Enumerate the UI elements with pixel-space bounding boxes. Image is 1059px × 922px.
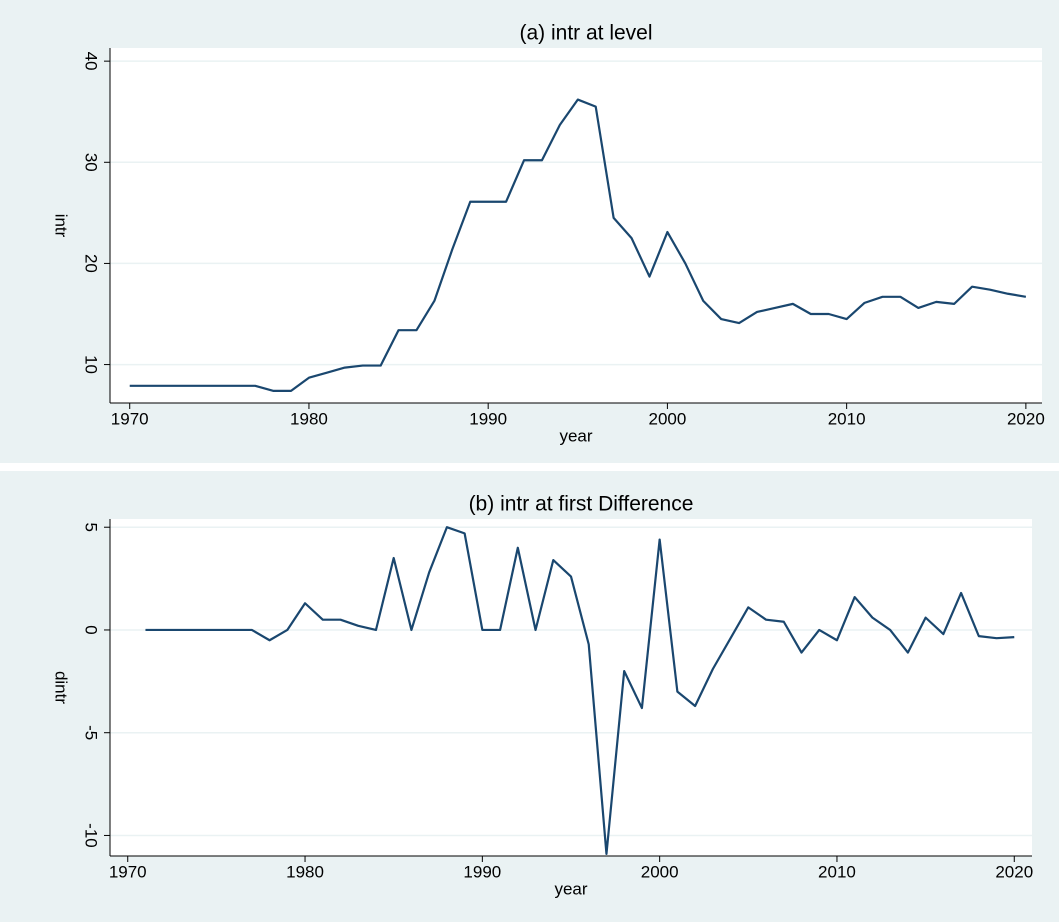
x-tick-label: 2010 — [828, 409, 866, 428]
x-tick-label: 1980 — [286, 862, 324, 881]
data-line — [129, 98, 1027, 392]
data-line — [145, 526, 1015, 856]
y-tick-label: 40 — [82, 52, 101, 71]
x-tick-label: 2000 — [641, 862, 679, 881]
y-axis-label: intr — [52, 214, 71, 238]
y-tick-label: -10 — [82, 823, 101, 848]
x-tick-label: 2020 — [1007, 409, 1045, 428]
y-tick-label: 20 — [82, 254, 101, 273]
x-tick-label: 1970 — [109, 862, 147, 881]
plot-area — [110, 48, 1042, 403]
y-tick-label: -5 — [82, 725, 101, 740]
x-tick-label: 1990 — [463, 862, 501, 881]
chart-title: (b) intr at first Difference — [469, 493, 694, 516]
x-axis-label: year — [554, 879, 587, 898]
y-tick-label: 30 — [82, 153, 101, 172]
y-tick-label: 0 — [82, 625, 101, 634]
y-axis-label: dintr — [52, 671, 71, 704]
x-tick-label: 2000 — [648, 409, 686, 428]
plot-area — [110, 519, 1032, 856]
x-tick-label: 2020 — [995, 862, 1033, 881]
y-tick-label: 5 — [82, 522, 101, 531]
x-tick-label: 1990 — [469, 409, 507, 428]
chart-title: (a) intr at level — [519, 22, 652, 45]
x-tick-label: 1980 — [290, 409, 328, 428]
y-tick-label: 10 — [82, 355, 101, 374]
x-tick-label: 2010 — [818, 862, 856, 881]
x-axis-label: year — [559, 426, 592, 445]
x-tick-label: 1970 — [111, 409, 149, 428]
